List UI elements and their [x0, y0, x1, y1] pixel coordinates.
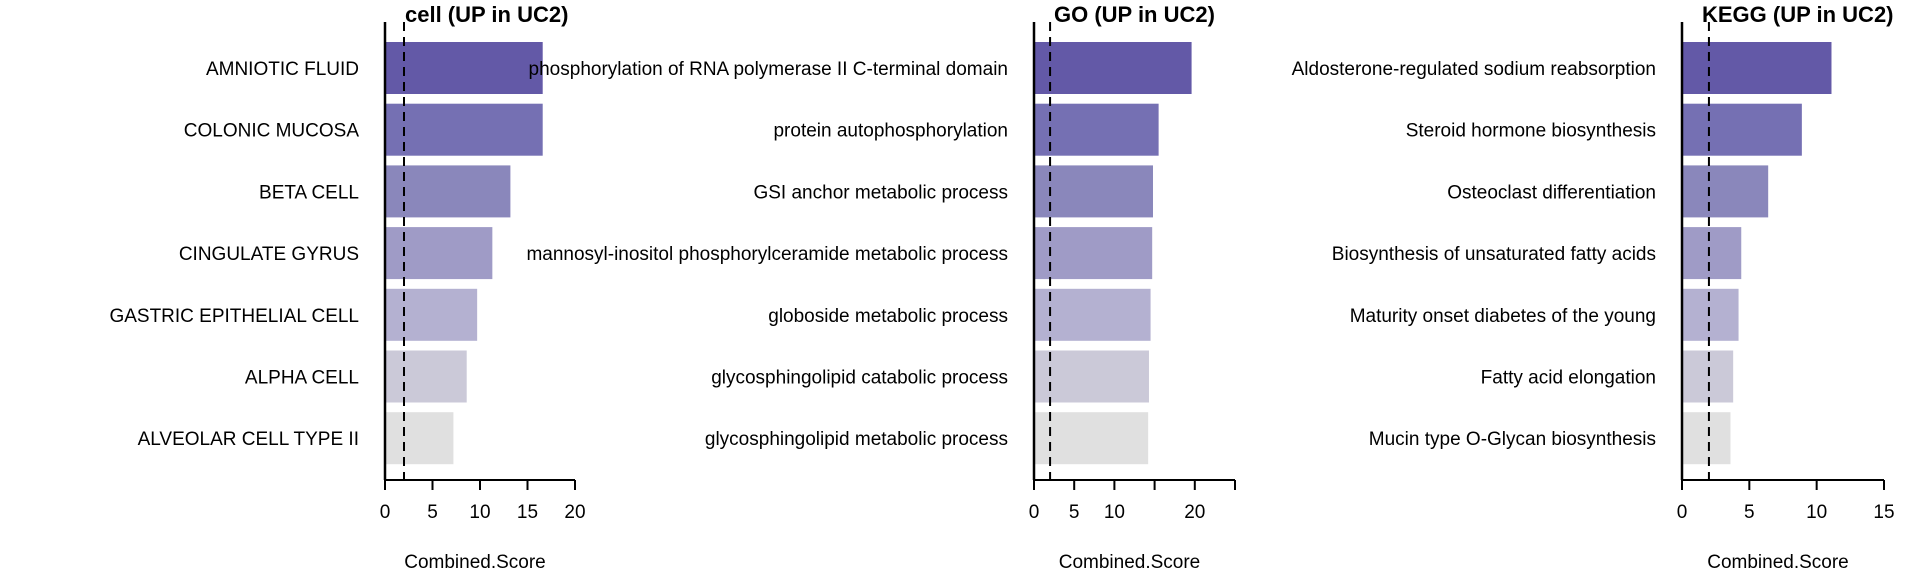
chart-title: GO (UP in UC2) — [1054, 2, 1215, 27]
bar[interactable] — [1034, 165, 1153, 218]
bar[interactable] — [385, 412, 454, 465]
x-tick-label: 0 — [380, 502, 391, 523]
x-tick-label: 20 — [1184, 502, 1205, 523]
bar[interactable] — [1682, 288, 1739, 341]
x-tick-label: 20 — [564, 502, 585, 523]
bar[interactable] — [385, 42, 543, 94]
x-tick-label: 15 — [1873, 502, 1894, 523]
category-label: globoside metabolic process — [768, 306, 1008, 327]
x-tick-label: 10 — [469, 502, 490, 523]
bar[interactable] — [1034, 227, 1153, 280]
category-label: COLONIC MUCOSA — [184, 121, 360, 142]
bar[interactable] — [1034, 42, 1192, 94]
category-label: Aldosterone-regulated sodium reabsorptio… — [1292, 59, 1656, 80]
category-label: Steroid hormone biosynthesis — [1406, 121, 1656, 142]
bar[interactable] — [385, 103, 543, 156]
bar[interactable] — [1682, 412, 1731, 465]
bar[interactable] — [385, 227, 493, 280]
x-tick-label: 0 — [1677, 502, 1688, 523]
bar[interactable] — [1682, 42, 1832, 94]
category-label: Biosynthesis of unsaturated fatty acids — [1332, 244, 1656, 265]
x-tick-label: 15 — [517, 502, 538, 523]
category-label: Mucin type O-Glycan biosynthesis — [1369, 429, 1656, 450]
chart-panel-1: cell (UP in UC2) AMNIOTIC FLUID COLONIC MU… — [109, 2, 585, 573]
category-label: BETA CELL — [259, 182, 359, 203]
x-tick-label: 5 — [1744, 502, 1755, 523]
x-tick-label: 0 — [1029, 502, 1040, 523]
category-label: Maturity onset diabetes of the young — [1350, 306, 1656, 327]
x-tick-label: 5 — [427, 502, 438, 523]
chart-panel-3: KEGG (UP in UC2) Aldosterone-regulated so… — [1292, 2, 1895, 573]
chart-panel-2: GO (UP in UC2) phosphorylation of RNA pol… — [526, 2, 1236, 573]
x-axis-label: Combined.Score — [404, 552, 546, 573]
chart-title: KEGG (UP in UC2) — [1702, 2, 1894, 27]
bar[interactable] — [1034, 350, 1149, 403]
bar[interactable] — [1682, 227, 1742, 280]
x-tick-label: 5 — [1069, 502, 1080, 523]
x-axis-label: Combined.Score — [1059, 552, 1201, 573]
bar[interactable] — [1682, 165, 1769, 218]
category-label: ALVEOLAR CELL TYPE II — [138, 429, 359, 450]
bar[interactable] — [1034, 412, 1149, 465]
category-label: CINGULATE GYRUS — [179, 244, 359, 265]
category-label: ALPHA CELL — [245, 368, 359, 389]
category-label: GSI anchor metabolic process — [753, 182, 1008, 203]
category-label: protein autophosphorylation — [773, 121, 1008, 142]
category-label: glycosphingolipid catabolic process — [711, 368, 1008, 389]
x-tick-label: 10 — [1806, 502, 1827, 523]
x-axis-label: Combined.Score — [1707, 552, 1849, 573]
bar[interactable] — [385, 288, 478, 341]
category-label: glycosphingolipid metabolic process — [705, 429, 1008, 450]
x-tick-label: 10 — [1104, 502, 1125, 523]
category-label: phosphorylation of RNA polymerase II C-t… — [529, 59, 1008, 80]
bar[interactable] — [1034, 103, 1159, 156]
category-label: mannosyl-inositol phosphorylceramide met… — [526, 244, 1008, 265]
category-label: AMNIOTIC FLUID — [206, 59, 359, 80]
bar[interactable] — [1034, 288, 1151, 341]
bar[interactable] — [385, 350, 467, 403]
bar[interactable] — [1682, 350, 1734, 403]
bar[interactable] — [1682, 103, 1802, 156]
chart-title: cell (UP in UC2) — [405, 2, 568, 27]
bar[interactable] — [385, 165, 511, 218]
category-label: Fatty acid elongation — [1481, 368, 1656, 389]
category-label: GASTRIC EPITHELIAL CELL — [109, 306, 359, 327]
category-label: Osteoclast differentiation — [1447, 182, 1656, 203]
